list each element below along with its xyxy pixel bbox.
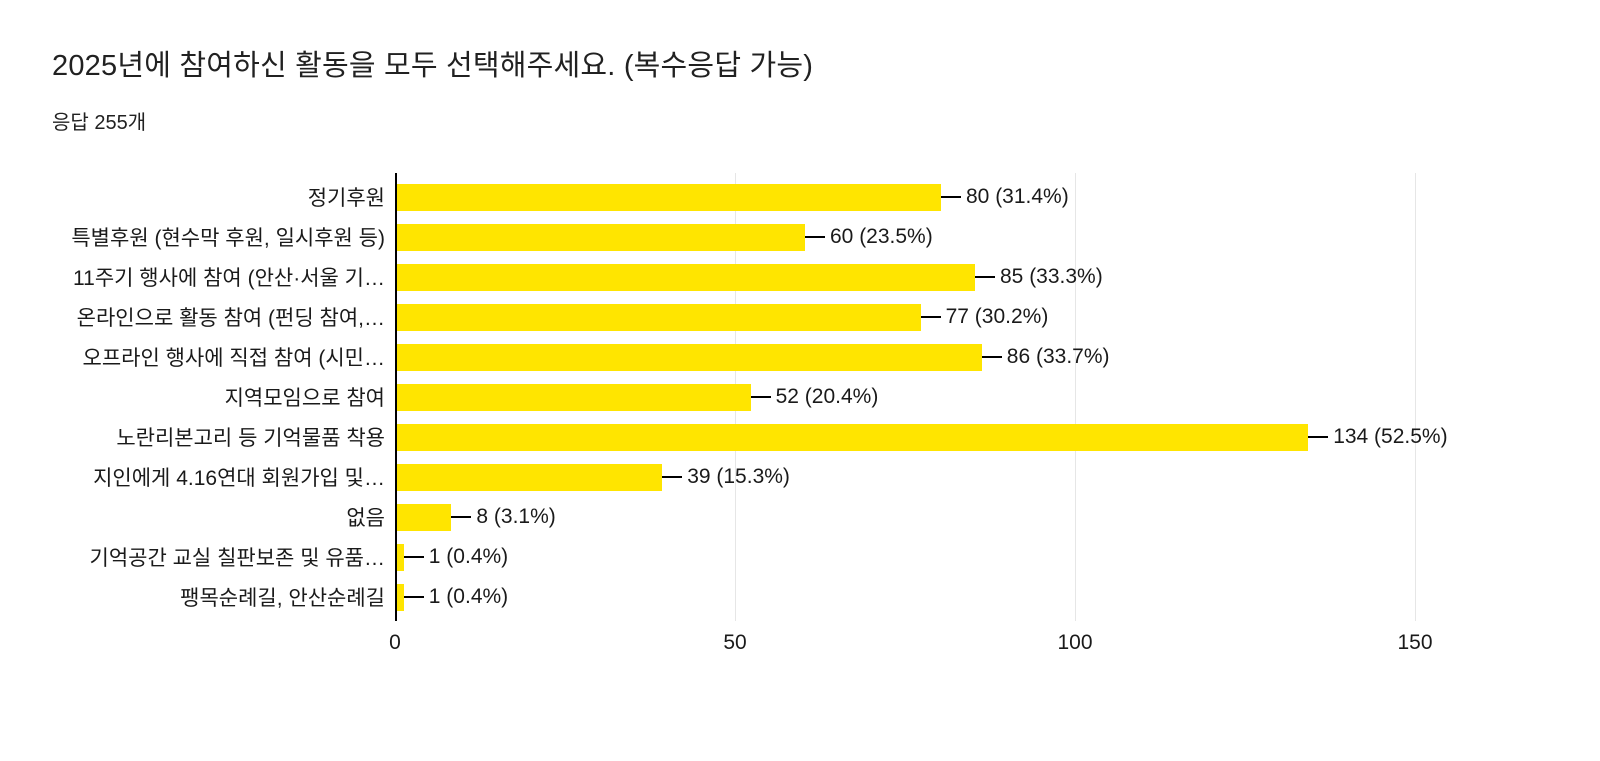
- gridline-100: [1075, 173, 1076, 621]
- category-label: 특별후원 (현수막 후원, 일시후원 등): [71, 227, 385, 250]
- bar: [397, 343, 982, 371]
- chart-header: 2025년에 참여하신 활동을 모두 선택해주세요. (복수응답 가능) 응답 …: [0, 0, 1600, 135]
- value-connector-line: [920, 316, 941, 318]
- chart-row: 지인에게 4.16연대 회원가입 및… 39 (15.3%): [25, 457, 1490, 497]
- bar-area: 1 (0.4%): [395, 537, 1490, 577]
- value-connector-line: [451, 516, 472, 518]
- value-connector-line: [805, 236, 825, 238]
- bar-area: 80 (31.4%): [395, 177, 1490, 217]
- chart-row: 11주기 행사에 참여 (안산·서울 기… 85 (33.3%): [25, 257, 1490, 297]
- bar: [397, 263, 975, 291]
- value-label: 86 (33.7%): [1006, 345, 1110, 368]
- category-label: 팽목순례길, 안산순례길: [180, 587, 385, 610]
- value-label: 1 (0.4%): [428, 545, 509, 568]
- category-label: 없음: [346, 507, 385, 530]
- value-label: 134 (52.5%): [1333, 425, 1448, 448]
- x-axis-tick-50: 50: [723, 631, 747, 654]
- response-count: 응답 255개: [52, 112, 147, 134]
- chart-rows: 정기후원 80 (31.4%) 특별후원 (현수막 후원, 일시후원 등) 60 (2…: [25, 177, 1490, 617]
- category-label: 지인에게 4.16연대 회원가입 및…: [93, 467, 385, 490]
- y-axis-line: [395, 173, 397, 621]
- value-connector-line: [403, 556, 424, 558]
- category-label: 지역모임으로 참여: [224, 387, 385, 410]
- chart-row: 지역모임으로 참여 52 (20.4%): [25, 377, 1490, 417]
- bar-area: 85 (33.3%): [395, 257, 1490, 297]
- value-connector-line: [403, 596, 424, 598]
- bar-area: 77 (30.2%): [395, 297, 1490, 337]
- chart-row: 기억공간 교실 칠판보존 및 유품… 1 (0.4%): [25, 537, 1490, 577]
- gridline-150: [1415, 173, 1416, 621]
- bar-area: 86 (33.7%): [395, 337, 1490, 377]
- bar-area: 134 (52.5%): [395, 417, 1490, 457]
- category-label: 기억공간 교실 칠판보존 및 유품…: [89, 547, 386, 570]
- chart-row: 오프라인 행사에 직접 참여 (시민… 86 (33.7%): [25, 337, 1490, 377]
- value-connector-line: [941, 196, 961, 198]
- chart-row: 특별후원 (현수막 후원, 일시후원 등) 60 (23.5%): [25, 217, 1490, 257]
- value-label: 1 (0.4%): [428, 585, 509, 608]
- value-label: 60 (23.5%): [830, 225, 933, 248]
- chart-row: 온라인으로 활동 참여 (펀딩 참여,… 77 (30.2%): [25, 297, 1490, 337]
- bar: [397, 383, 751, 411]
- bar: [397, 423, 1309, 451]
- x-axis-tick-100: 100: [1057, 631, 1093, 654]
- value-label: 80 (31.4%): [966, 185, 1069, 208]
- value-connector-line: [975, 276, 995, 278]
- value-connector-line: [981, 356, 1002, 358]
- bar: [397, 183, 941, 211]
- bar-area: 8 (3.1%): [395, 497, 1490, 537]
- value-label: 77 (30.2%): [945, 305, 1049, 328]
- bar: [397, 463, 663, 491]
- bar: [397, 503, 452, 531]
- chart-row: 없음 8 (3.1%): [25, 497, 1490, 537]
- value-connector-line: [1308, 436, 1329, 438]
- bar-area: 52 (20.4%): [395, 377, 1490, 417]
- page-title: 2025년에 참여하신 활동을 모두 선택해주세요. (복수응답 가능): [52, 50, 814, 82]
- chart-row: 정기후원 80 (31.4%): [25, 177, 1490, 217]
- bar-area: 1 (0.4%): [395, 577, 1490, 617]
- value-connector-line: [750, 396, 771, 398]
- value-label: 85 (33.3%): [1000, 265, 1103, 288]
- bar: [397, 223, 805, 251]
- value-label: 52 (20.4%): [775, 385, 879, 408]
- bar-area: 60 (23.5%): [395, 217, 1490, 257]
- category-label: 정기후원: [307, 187, 385, 210]
- bar: [397, 303, 921, 331]
- chart-plot-area: 정기후원 80 (31.4%) 특별후원 (현수막 후원, 일시후원 등) 60 (2…: [25, 173, 1490, 621]
- bar: [397, 583, 404, 611]
- value-label: 39 (15.3%): [687, 465, 790, 488]
- x-axis: 0 50 100 150: [389, 631, 1490, 659]
- x-axis-tick-150: 150: [1397, 631, 1433, 654]
- category-label: 노란리본고리 등 기억물품 착용: [116, 427, 385, 450]
- value-connector-line: [662, 476, 683, 478]
- category-label: 온라인으로 활동 참여 (펀딩 참여,…: [76, 307, 385, 330]
- category-label: 오프라인 행사에 직접 참여 (시민…: [82, 347, 386, 370]
- chart-row: 팽목순례길, 안산순례길 1 (0.4%): [25, 577, 1490, 617]
- category-label: 11주기 행사에 참여 (안산·서울 기…: [73, 267, 385, 290]
- value-label: 8 (3.1%): [476, 505, 556, 528]
- bar-chart: 정기후원 80 (31.4%) 특별후원 (현수막 후원, 일시후원 등) 60 (2…: [25, 173, 1565, 659]
- chart-row: 노란리본고리 등 기억물품 착용 134 (52.5%): [25, 417, 1490, 457]
- x-axis-tick-0: 0: [389, 631, 401, 654]
- bar-area: 39 (15.3%): [395, 457, 1490, 497]
- bar: [397, 543, 404, 571]
